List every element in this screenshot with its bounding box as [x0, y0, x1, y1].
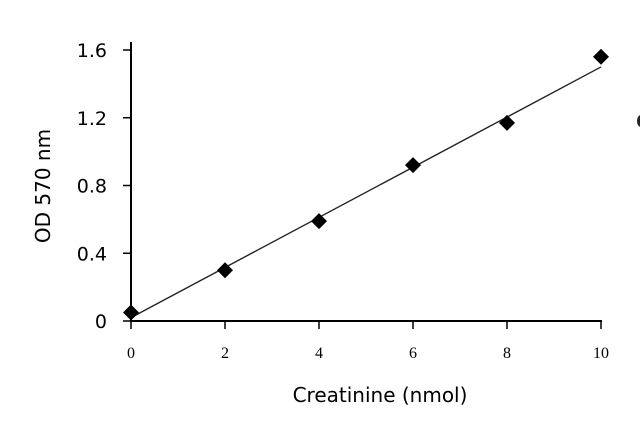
x-tick-label: 2 [221, 345, 229, 362]
y-tick-label: 1.2 [77, 108, 107, 130]
x-tick-label: 0 [127, 345, 135, 362]
data-point [311, 213, 327, 230]
data-point [405, 157, 421, 174]
cropped-marker [637, 115, 640, 127]
data-point [593, 48, 609, 65]
trendline [130, 66, 602, 319]
x-axis-label: Creatinine (nmol) [293, 383, 468, 407]
axes [130, 42, 602, 322]
y-axis-label: OD 570 nm [31, 129, 55, 243]
x-tick-label: 10 [593, 345, 609, 362]
data-point [123, 304, 139, 321]
ticks: 0 2 4 6 8 10 0 0.4 0.8 1.2 1.6 [77, 40, 609, 362]
data-point [499, 114, 515, 131]
data-point [217, 262, 233, 279]
x-tick-label: 6 [409, 345, 417, 362]
y-tick-label: 1.6 [77, 40, 107, 62]
y-tick-label: 0.8 [77, 176, 107, 198]
x-tick-label: 4 [315, 345, 323, 362]
y-tick-label: 0 [95, 311, 107, 333]
data-points [123, 48, 609, 321]
x-tick-label: 8 [503, 345, 511, 362]
trendline-group [130, 66, 602, 319]
y-tick-label: 0.4 [77, 243, 107, 265]
